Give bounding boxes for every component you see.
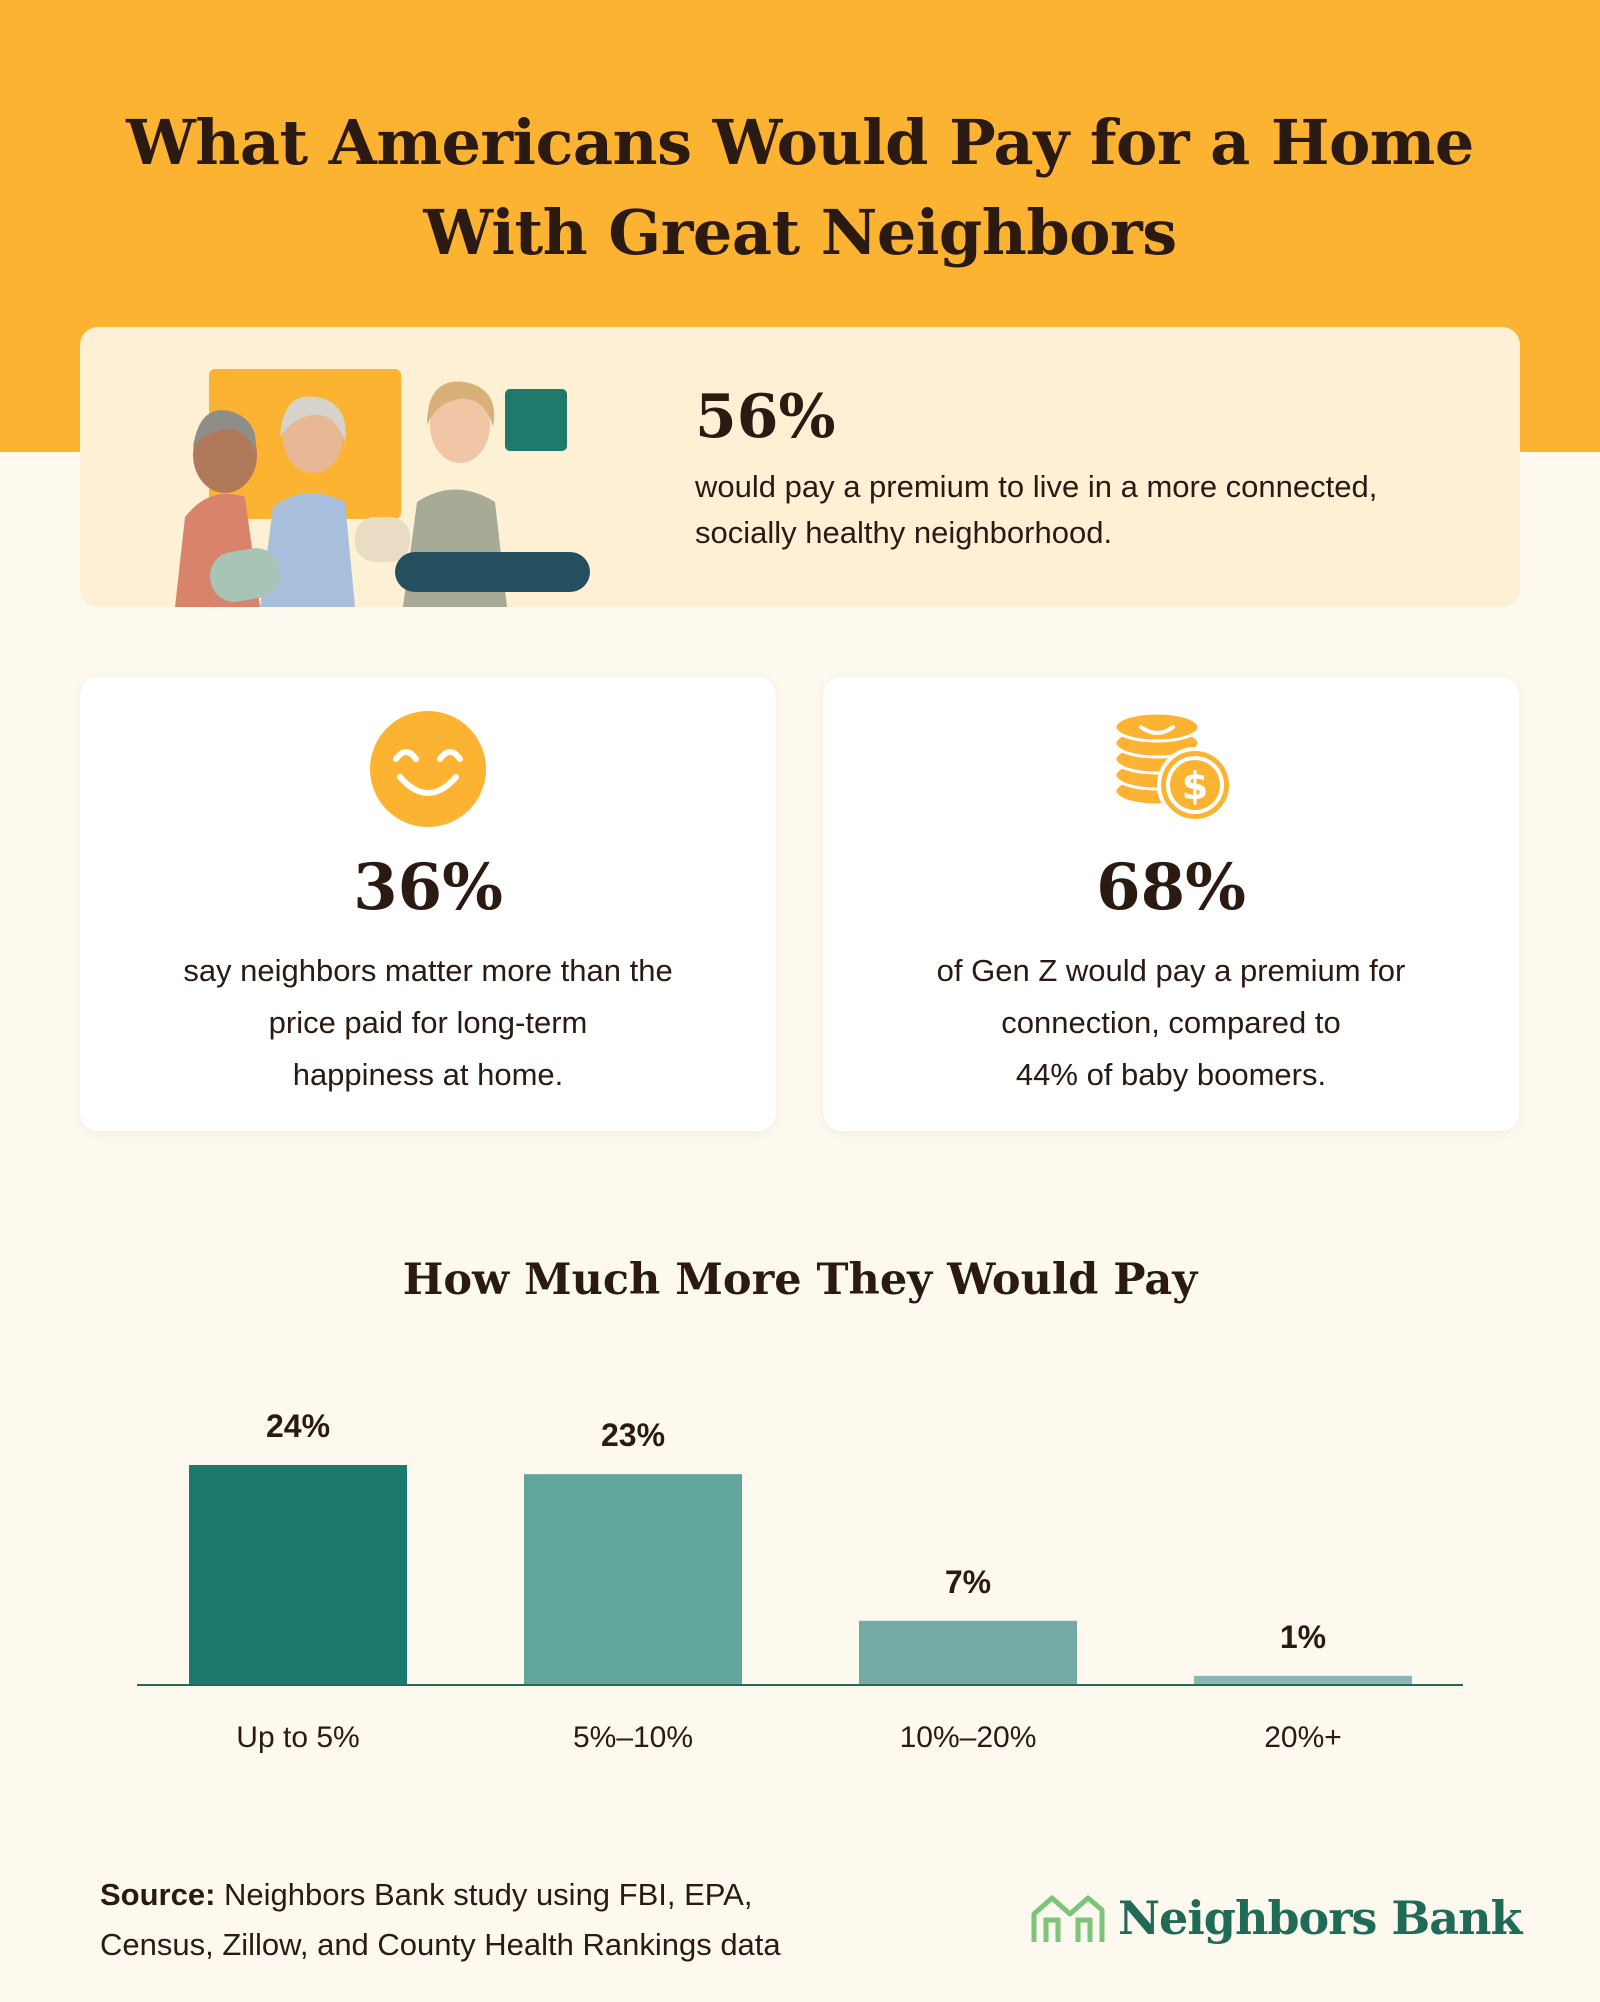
category-label: 5%–10% bbox=[573, 1721, 693, 1754]
title-line-1: What Americans Would Pay for a Home bbox=[126, 106, 1474, 179]
stat-card-gen-z: $ 68% of Gen Z would pay a premium for c… bbox=[823, 677, 1519, 1131]
house-logo-icon bbox=[1031, 1895, 1105, 1942]
hero-stat-text: would pay a premium to live in a more co… bbox=[695, 464, 1485, 556]
category-label: 20%+ bbox=[1264, 1721, 1342, 1754]
bar-3 bbox=[859, 1620, 1077, 1685]
bar-value-label: 23% bbox=[601, 1417, 665, 1453]
coins-dollar-icon: $ bbox=[1113, 711, 1231, 823]
hero-stat-card: 56% would pay a premium to live in a mor… bbox=[80, 327, 1520, 607]
category-label: 10%–20% bbox=[900, 1721, 1037, 1754]
source-note: Source: Neighbors Bank study using FBI, … bbox=[100, 1870, 860, 1970]
bar-2 bbox=[524, 1474, 742, 1685]
friends-photo bbox=[175, 369, 590, 607]
title-line-2: With Great Neighbors bbox=[423, 196, 1177, 269]
stat-text-line: 44% of baby boomers. bbox=[1015, 1057, 1327, 1092]
hero-stat-value: 56% bbox=[695, 382, 836, 452]
stat-text-gen-z: of Gen Z would pay a premium for connect… bbox=[863, 945, 1479, 1101]
stat-text-line: say neighbors matter more than the bbox=[183, 953, 673, 988]
page-title: What Americans Would Pay for a Home With… bbox=[80, 98, 1520, 278]
stat-card-neighbors: 36% say neighbors matter more than the p… bbox=[80, 677, 776, 1131]
stat-text-line: connection, compared to bbox=[1001, 1005, 1341, 1040]
bar-4 bbox=[1194, 1675, 1412, 1685]
brand-logo: Neighbors Bank bbox=[1030, 1888, 1522, 1948]
source-line-2: Census, Zillow, and County Health Rankin… bbox=[100, 1927, 781, 1962]
chart-title: How Much More They Would Pay bbox=[402, 1255, 1198, 1305]
bar-value-label: 7% bbox=[945, 1564, 991, 1600]
stat-text-neighbors: say neighbors matter more than the price… bbox=[120, 945, 736, 1101]
hero-text-line-1: would pay a premium to live in a more co… bbox=[695, 469, 1378, 504]
source-line-1: Neighbors Bank study using FBI, EPA, bbox=[224, 1877, 753, 1912]
bar-chart: 24% Up to 5% 23% 5%–10% 7% 10%–20% 1% 20%+ bbox=[137, 1408, 1463, 1754]
svg-text:$: $ bbox=[1182, 764, 1208, 808]
bar-value-label: 24% bbox=[266, 1408, 330, 1444]
stat-value-gen-z: 68% bbox=[1096, 850, 1246, 925]
stat-text-line: price paid for long-term bbox=[268, 1005, 588, 1040]
stat-text-line: of Gen Z would pay a premium for bbox=[936, 953, 1406, 988]
stat-value-neighbors: 36% bbox=[353, 850, 503, 925]
brand-name: Neighbors Bank bbox=[1118, 1891, 1522, 1945]
smiley-icon bbox=[370, 711, 486, 827]
bar-1 bbox=[189, 1465, 407, 1685]
hero-text-line-2: socially healthy neighborhood. bbox=[695, 515, 1113, 550]
stat-text-line: happiness at home. bbox=[292, 1057, 564, 1092]
bar-value-label: 1% bbox=[1280, 1619, 1326, 1655]
source-label: Source: bbox=[100, 1877, 216, 1912]
category-label: Up to 5% bbox=[236, 1721, 359, 1754]
